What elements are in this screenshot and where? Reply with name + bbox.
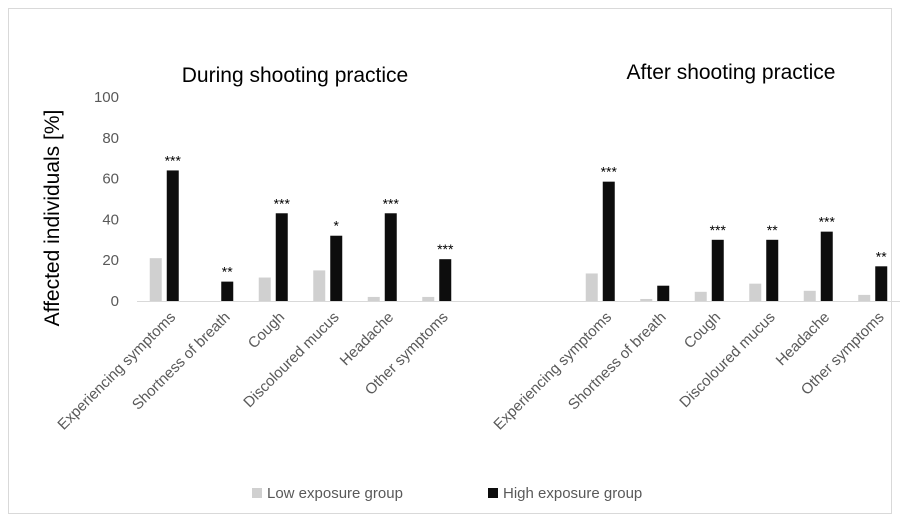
bar-low (640, 298, 653, 301)
significance-label: * (334, 218, 340, 234)
bar-high (820, 231, 833, 301)
significance-label: *** (274, 195, 291, 211)
bar-low (149, 258, 162, 301)
significance-label: *** (819, 214, 836, 230)
bar-high (602, 181, 615, 301)
legend-swatch-high (488, 488, 498, 498)
bar-high (875, 266, 888, 301)
legend-label-low: Low exposure group (267, 485, 403, 502)
y-tick-label: 60 (102, 171, 119, 188)
significance-label: ** (767, 222, 778, 238)
bar-high (384, 213, 397, 301)
bar-high (439, 259, 452, 301)
y-tick-label: 20 (102, 252, 119, 269)
bar-low (803, 290, 816, 301)
significance-label: *** (710, 222, 727, 238)
category-label: Discoloured mucus (676, 309, 778, 411)
significance-label: ** (222, 264, 233, 280)
bar-high (330, 235, 343, 301)
category-label: Cough (245, 309, 288, 352)
bar-low (749, 283, 762, 301)
category-label: Cough (681, 309, 724, 352)
legend-swatch-low (252, 488, 262, 498)
bar-high (711, 239, 724, 301)
bar-low (367, 296, 380, 301)
y-tick-label: 0 (111, 293, 119, 310)
bar-high (221, 281, 234, 301)
bar-low (585, 273, 598, 301)
y-tick-label: 100 (94, 89, 119, 106)
significance-label: *** (437, 241, 454, 257)
bar-low (694, 291, 707, 301)
category-label: Shortness of breath (565, 309, 670, 414)
legend: Low exposure group High exposure group (252, 485, 642, 502)
bars-group: ********************* ******* (149, 152, 888, 301)
significance-label: *** (601, 164, 618, 180)
y-tick-label: 80 (102, 130, 119, 147)
bar-high (166, 170, 179, 301)
panel-title-after: After shooting practice (627, 61, 836, 84)
bar-high (275, 213, 288, 301)
bar-low (313, 270, 326, 301)
panel-title-during: During shooting practice (182, 64, 408, 87)
bar-high (657, 285, 670, 301)
significance-label: ** (876, 248, 887, 264)
bar-low (258, 277, 271, 301)
category-label: Discoloured mucus (240, 309, 342, 411)
significance-label: *** (165, 152, 182, 168)
bar-high (766, 239, 779, 301)
bar-low (422, 296, 435, 301)
y-tick-label: 40 (102, 211, 119, 228)
significance-label: *** (383, 195, 400, 211)
category-label: Shortness of breath (129, 309, 234, 414)
legend-label-high: High exposure group (503, 485, 642, 502)
bar-low (858, 294, 871, 301)
y-axis-label: Affected individuals [%] (41, 110, 64, 327)
y-axis-ticks: 0 20 40 60 80 100 (94, 89, 119, 310)
